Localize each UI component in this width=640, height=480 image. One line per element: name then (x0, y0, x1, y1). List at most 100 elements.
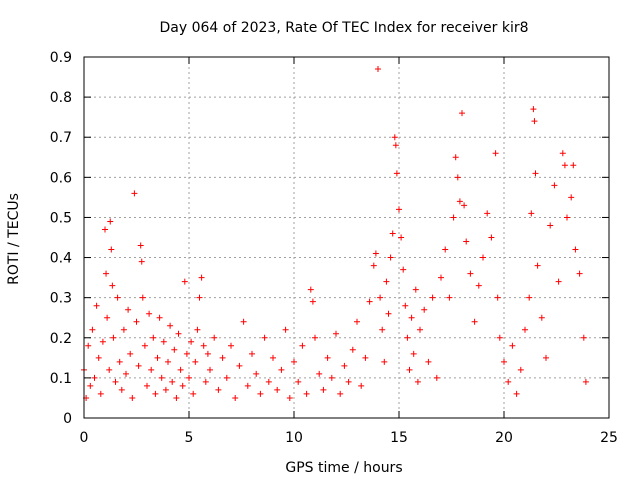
axis-ticks: 0 0.1 0.2 0.3 0.4 0.5 0.6 0.7 0.8 0.9 0 5 10 15 20 25 (50, 50, 618, 446)
x-tick-label: 20 (495, 430, 513, 446)
x-tick-label: 25 (600, 430, 618, 446)
data-point (454, 174, 461, 181)
data-point (387, 254, 394, 261)
data-point (538, 314, 545, 321)
plot-frame (83, 56, 610, 419)
data-point (309, 298, 316, 305)
x-tick-label: 10 (285, 430, 303, 446)
y-tick-label: 0.3 (50, 291, 72, 307)
data-point (249, 350, 255, 357)
data-point (207, 366, 213, 373)
data-point (526, 294, 533, 301)
data-point (452, 154, 459, 161)
data-point (85, 342, 92, 349)
data-point (398, 234, 405, 241)
data-point (385, 310, 392, 317)
data-point (345, 378, 352, 385)
data-point (494, 294, 501, 301)
data-point (152, 390, 159, 397)
data-point (547, 222, 554, 229)
data-point (177, 366, 184, 373)
data-point (442, 246, 449, 253)
y-tick-label: 0.1 (50, 371, 72, 387)
data-point (274, 386, 281, 393)
data-point (103, 270, 110, 277)
y-tick-label: 0.2 (50, 331, 72, 347)
data-point (194, 326, 201, 333)
data-point (110, 334, 117, 341)
data-point (109, 282, 116, 289)
data-point (257, 390, 264, 397)
data-point (559, 150, 566, 157)
data-point (425, 358, 432, 365)
data-point (417, 326, 423, 333)
x-tick-label: 0 (80, 430, 89, 446)
y-tick-label: 0.6 (50, 170, 72, 186)
data-point (198, 274, 205, 281)
data-point (160, 338, 167, 345)
data-point (389, 230, 396, 237)
data-point (488, 234, 495, 241)
data-point (299, 342, 306, 349)
data-point (383, 278, 390, 285)
data-point (141, 342, 148, 349)
data-point (396, 206, 402, 213)
data-point (123, 370, 129, 377)
data-point (509, 342, 516, 349)
data-point (291, 358, 297, 365)
data-point (320, 386, 327, 393)
data-point (179, 382, 186, 389)
data-point (410, 350, 417, 357)
data-point (87, 382, 94, 389)
data-point (312, 334, 318, 341)
data-point (167, 322, 174, 329)
data-point (91, 374, 98, 381)
data-point (461, 202, 468, 209)
data-point (138, 258, 145, 265)
y-tick-label: 0.4 (50, 251, 72, 267)
data-point (450, 214, 457, 221)
data-point (349, 346, 356, 353)
data-point (156, 314, 163, 321)
data-point (404, 334, 411, 341)
data-point (496, 334, 503, 341)
data-point (377, 294, 384, 301)
data-point (421, 306, 428, 313)
data-point (102, 226, 108, 233)
data-point (154, 354, 161, 361)
data-point (328, 374, 335, 381)
data-point (211, 334, 218, 341)
data-point (181, 278, 188, 285)
data-point (146, 310, 153, 317)
x-axis-label: GPS time / hours (285, 460, 402, 476)
data-point (131, 190, 138, 197)
data-point (106, 366, 113, 373)
data-point (223, 374, 230, 381)
data-point (337, 390, 344, 397)
data-point (572, 246, 579, 253)
data-point (551, 182, 558, 189)
data-point (116, 358, 123, 365)
data-point (532, 170, 539, 177)
data-point (240, 318, 247, 325)
data-point (446, 294, 453, 301)
data-point (173, 394, 180, 401)
data-point (333, 330, 339, 337)
data-point (534, 262, 541, 269)
data-point (307, 286, 314, 293)
data-point (381, 358, 388, 365)
data-point (95, 354, 102, 361)
data-point (456, 198, 463, 205)
data-point (358, 382, 365, 389)
data-point (531, 118, 538, 125)
data-point (392, 142, 399, 149)
data-point (202, 378, 209, 385)
data-point (118, 386, 125, 393)
data-point (215, 386, 222, 393)
data-points (81, 66, 589, 401)
data-point (530, 106, 537, 113)
data-point (265, 378, 272, 385)
data-point (137, 242, 144, 249)
data-point (467, 270, 474, 277)
